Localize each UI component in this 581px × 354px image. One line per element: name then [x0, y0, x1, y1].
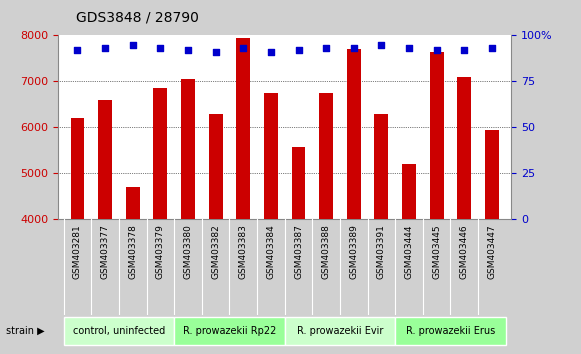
Point [128, 42, 137, 47]
Bar [347, 49, 361, 219]
Text: GSM403387: GSM403387 [294, 224, 303, 279]
Text: GSM403446: GSM403446 [460, 224, 469, 279]
Text: GSM403444: GSM403444 [404, 224, 414, 279]
Point [156, 45, 165, 51]
Bar [485, 130, 499, 219]
Text: GSM403391: GSM403391 [377, 224, 386, 279]
FancyBboxPatch shape [174, 316, 285, 346]
Text: GSM403384: GSM403384 [266, 224, 275, 279]
Bar [375, 114, 388, 219]
Bar [292, 147, 306, 219]
Text: GSM403389: GSM403389 [349, 224, 358, 279]
Text: GSM403377: GSM403377 [101, 224, 110, 279]
Text: control, uninfected: control, uninfected [73, 326, 165, 336]
Point [184, 47, 193, 53]
FancyBboxPatch shape [285, 316, 395, 346]
Point [101, 45, 110, 51]
Text: GSM403445: GSM403445 [432, 224, 441, 279]
Point [73, 47, 82, 53]
Bar [70, 118, 84, 219]
Text: R. prowazekii Erus: R. prowazekii Erus [406, 326, 495, 336]
Text: GSM403447: GSM403447 [487, 224, 496, 279]
Bar [402, 164, 416, 219]
Point [460, 47, 469, 53]
Bar [236, 38, 250, 219]
Bar [264, 93, 278, 219]
Text: GSM403281: GSM403281 [73, 224, 82, 279]
Point [266, 49, 275, 55]
Bar [209, 114, 223, 219]
Bar [126, 187, 139, 219]
Point [211, 49, 220, 55]
Point [349, 45, 358, 51]
Text: GSM403388: GSM403388 [322, 224, 331, 279]
Point [239, 45, 248, 51]
Bar [457, 77, 471, 219]
Bar [319, 93, 333, 219]
Point [294, 47, 303, 53]
Bar [153, 88, 167, 219]
Point [376, 42, 386, 47]
Bar [181, 79, 195, 219]
Point [432, 47, 442, 53]
Point [321, 45, 331, 51]
Text: GDS3848 / 28790: GDS3848 / 28790 [76, 11, 198, 25]
Point [487, 45, 497, 51]
FancyBboxPatch shape [395, 316, 505, 346]
Text: strain ▶: strain ▶ [6, 326, 44, 336]
Text: GSM403380: GSM403380 [184, 224, 192, 279]
Text: GSM403382: GSM403382 [211, 224, 220, 279]
Text: R. prowazekii Evir: R. prowazekii Evir [297, 326, 383, 336]
Text: R. prowazekii Rp22: R. prowazekii Rp22 [183, 326, 276, 336]
Text: GSM403378: GSM403378 [128, 224, 137, 279]
FancyBboxPatch shape [64, 316, 174, 346]
Point [404, 45, 414, 51]
Bar [430, 51, 443, 219]
Text: GSM403379: GSM403379 [156, 224, 165, 279]
Text: GSM403383: GSM403383 [239, 224, 248, 279]
Bar [98, 100, 112, 219]
